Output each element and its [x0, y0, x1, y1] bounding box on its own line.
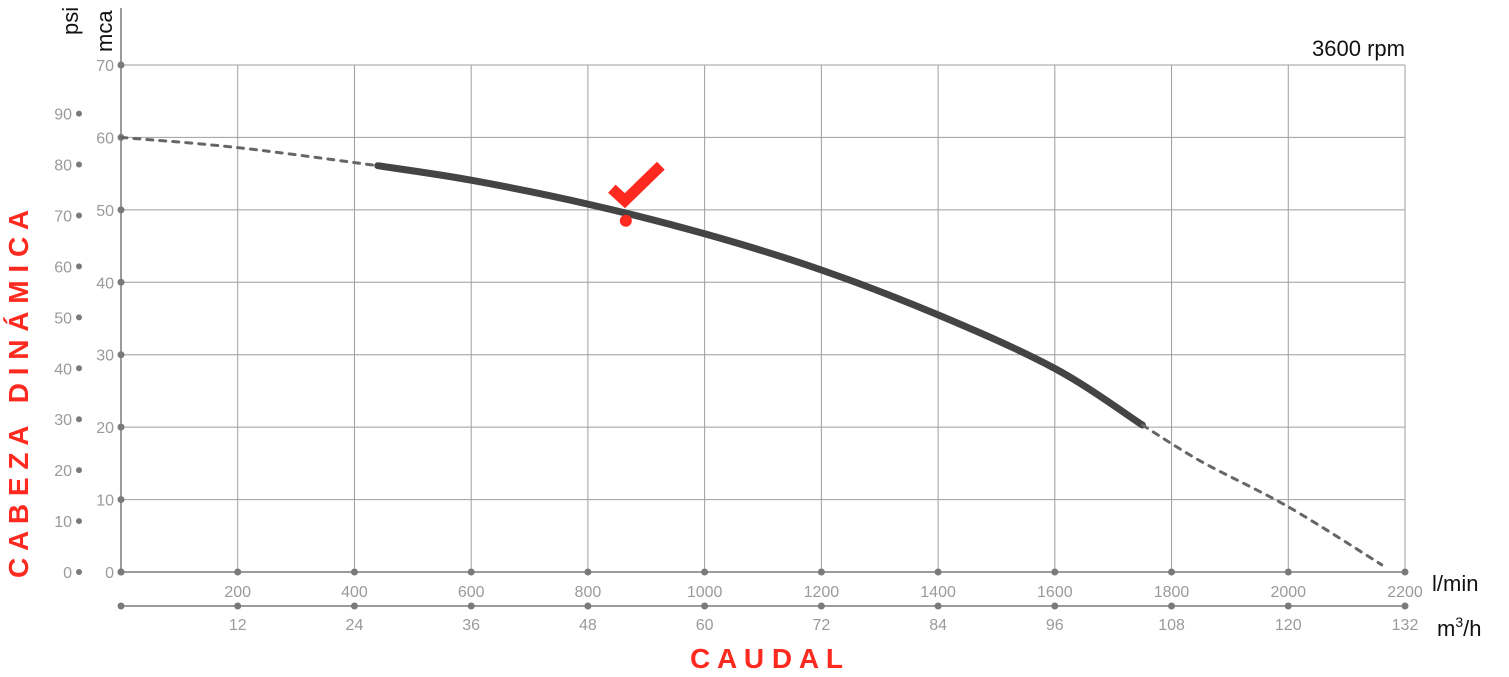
origin-dot-secondary	[117, 602, 125, 610]
x-tick-dot	[1051, 568, 1059, 576]
tick-labels: 200 400 600 800 1000 1200 1400 1600 1800 2000 2200…	[54, 58, 1423, 634]
x2-tick-label: 60	[696, 617, 714, 634]
x-tick-label: 2200	[1387, 584, 1423, 601]
y-mca-tick-label: 30	[96, 348, 114, 365]
x2-tick-dot	[817, 602, 825, 610]
y-mca-tick-dot	[117, 278, 125, 286]
x2-tick-label: 120	[1275, 617, 1302, 634]
y-mca-tick-dot	[117, 61, 125, 69]
x-tick-dot	[1401, 568, 1409, 576]
y-mca-tick-label: 10	[96, 493, 114, 510]
operating-point	[608, 161, 665, 227]
y-mca-tick-dot	[117, 351, 125, 359]
x2-tick-dot	[1401, 602, 1409, 610]
y-mca-tick-dot	[117, 496, 125, 504]
x-tick-label: 1800	[1154, 584, 1190, 601]
x-tick-dot	[467, 568, 475, 576]
check-icon	[608, 161, 665, 209]
y-psi-tick-dot	[76, 161, 82, 168]
y-psi-tick-label: 30	[54, 412, 72, 429]
y-unit-psi: psi	[58, 7, 83, 35]
y-psi-tick-dot	[76, 212, 82, 219]
y-psi-tick-label: 20	[54, 463, 72, 480]
y-mca-tick-dot	[117, 423, 125, 431]
y-psi-tick-dot	[76, 314, 82, 321]
x2-tick-dot	[350, 602, 358, 610]
y-psi-tick-label: 60	[54, 259, 72, 276]
x2-tick-dot	[1168, 602, 1176, 610]
x-tick-label: 2000	[1270, 584, 1306, 601]
x-tick-dot	[1168, 568, 1176, 576]
speed-label: 3600 rpm	[1312, 36, 1405, 61]
x2-tick-label: 12	[229, 617, 247, 634]
y-axis-title: C A B E Z A D I N Á M I C A	[3, 210, 34, 578]
x-unit-secondary: m3/h	[1437, 614, 1481, 641]
x-tick-label: 1000	[687, 584, 723, 601]
y-unit-mca: mca	[92, 10, 117, 52]
y-mca-tick-label: 40	[96, 275, 114, 292]
curve-operating-range	[374, 162, 1146, 429]
x2-tick-dot	[701, 602, 709, 610]
x-tick-dot	[934, 568, 942, 576]
x2-tick-label: 48	[579, 617, 597, 634]
x-tick-label: 800	[575, 584, 602, 601]
x-tick-dot	[701, 568, 709, 576]
y-psi-tick-dot	[76, 110, 82, 117]
y-psi-tick-dot	[76, 518, 82, 525]
curve-dashed-extension	[1140, 423, 1384, 567]
x-tick-dot	[817, 568, 825, 576]
x-tick-dot	[584, 568, 592, 576]
y-psi-tick-dot	[76, 467, 82, 474]
x2-tick-dot	[1051, 602, 1059, 610]
x2-tick-label: 84	[929, 617, 947, 634]
curve-dashed-extension	[119, 135, 380, 168]
x-tick-label: 200	[224, 584, 251, 601]
x2-tick-label: 108	[1158, 617, 1185, 634]
operating-point-dot	[619, 214, 632, 227]
x-tick-label: 600	[458, 584, 485, 601]
x2-tick-dot	[1284, 602, 1292, 610]
y-psi-tick-dot	[76, 416, 82, 423]
x2-tick-label: 96	[1046, 617, 1064, 634]
axes	[117, 8, 1405, 610]
y-psi-tick-dot	[76, 365, 82, 372]
y-mca-tick-dot	[117, 206, 125, 214]
x2-tick-dot	[934, 602, 942, 610]
y-psi-tick-label: 70	[54, 208, 72, 225]
y-psi-tick-label: 80	[54, 158, 72, 175]
y-mca-tick-label: 0	[105, 565, 114, 582]
y-mca-tick-dot	[117, 568, 125, 576]
x2-tick-dot	[467, 602, 475, 610]
x-tick-label: 1400	[920, 584, 956, 601]
y-psi-tick-label: 0	[63, 565, 72, 582]
y-mca-tick-label: 20	[96, 420, 114, 437]
x2-tick-dot	[234, 602, 242, 610]
y-psi-tick-label: 90	[54, 107, 72, 124]
grid	[121, 64, 1406, 573]
x-tick-label: 1200	[804, 584, 840, 601]
y-mca-tick-label: 70	[96, 58, 114, 75]
x-tick-dot	[234, 568, 242, 576]
x-tick-label: 400	[341, 584, 368, 601]
y-psi-tick-dot	[76, 569, 82, 575]
x2-tick-dot	[584, 602, 592, 610]
x-tick-dot	[350, 568, 358, 576]
y-mca-tick-label: 60	[96, 130, 114, 147]
x2-tick-label: 132	[1392, 617, 1419, 634]
y-psi-tick-label: 40	[54, 361, 72, 378]
x-tick-label: 1600	[1037, 584, 1073, 601]
performance-curve	[119, 135, 1384, 567]
x-tick-dot	[1284, 568, 1292, 576]
x-axis-title: C A U D A L	[690, 643, 843, 674]
x2-tick-label: 72	[812, 617, 830, 634]
x2-tick-label: 36	[462, 617, 480, 634]
x-unit-primary: l/min	[1432, 571, 1478, 596]
y-mca-tick-label: 50	[96, 203, 114, 220]
x2-tick-label: 24	[346, 617, 364, 634]
y-psi-tick-label: 50	[54, 310, 72, 327]
y-psi-tick-label: 10	[54, 514, 72, 531]
y-psi-tick-dot	[76, 263, 82, 270]
